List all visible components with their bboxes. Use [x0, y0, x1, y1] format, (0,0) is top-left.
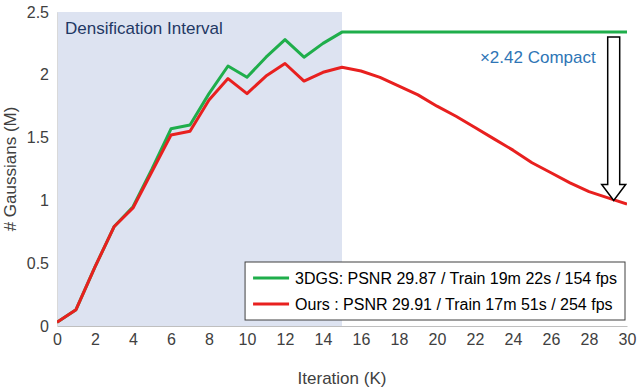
y-tick-label: 2.5: [27, 4, 49, 21]
series-line: [57, 32, 627, 322]
x-tick: 10: [239, 326, 257, 348]
x-tick: 8: [205, 326, 214, 348]
x-tick-label: 2: [91, 331, 100, 348]
y-tick: 0.5: [27, 255, 57, 272]
x-tick-label: 12: [277, 331, 295, 348]
x-tick: 26: [543, 326, 561, 348]
x-tick: 20: [429, 326, 447, 348]
x-tick: 16: [353, 326, 371, 348]
x-axis-title: Iteration (K): [298, 369, 387, 388]
y-tick-label: 0.5: [27, 255, 49, 272]
y-tick-label: 2: [40, 66, 49, 83]
x-tick-label: 6: [167, 331, 176, 348]
legend-label: Ours : PSNR 29.91 / Train 17m 51s / 254 …: [295, 296, 612, 313]
chart: Densification Interval024681012141618202…: [0, 0, 640, 392]
annotation: Densification Interval: [65, 19, 223, 38]
x-tick-label: 20: [429, 331, 447, 348]
x-tick-label: 14: [315, 331, 333, 348]
x-tick-label: 30: [619, 331, 637, 348]
x-axis: 024681012141618202224262830: [53, 326, 636, 348]
x-tick-label: 10: [239, 331, 257, 348]
annotation: ×2.42 Compact: [480, 48, 596, 67]
legend-label: 3DGS: PSNR 29.87 / Train 19m 22s / 154 f…: [295, 270, 617, 287]
y-tick: 2: [40, 66, 57, 83]
x-tick: 14: [315, 326, 333, 348]
legend-swatch: [253, 303, 289, 306]
y-tick: 1: [40, 192, 57, 209]
x-tick-label: 22: [467, 331, 485, 348]
x-tick: 6: [167, 326, 176, 348]
y-tick-label: 1: [40, 192, 49, 209]
x-tick: 24: [505, 326, 523, 348]
x-tick: 2: [91, 326, 100, 348]
x-tick: 30: [619, 326, 637, 348]
x-tick-label: 24: [505, 331, 523, 348]
x-tick: 0: [53, 326, 62, 348]
y-tick-label: 1.5: [27, 129, 49, 146]
y-axis-line: [57, 13, 58, 327]
legend: 3DGS: PSNR 29.87 / Train 19m 22s / 154 f…: [245, 262, 625, 320]
series-line: [57, 63, 627, 322]
plot-area: [57, 32, 627, 322]
x-tick-label: 18: [391, 331, 409, 348]
y-tick: 0: [40, 318, 57, 335]
y-axis-title: # Gaussians (M): [1, 107, 20, 232]
x-tick: 28: [581, 326, 599, 348]
y-tick: 1.5: [27, 129, 57, 146]
x-axis-line: [58, 326, 628, 327]
x-tick-label: 0: [53, 331, 62, 348]
x-tick: 22: [467, 326, 485, 348]
y-tick: 2.5: [27, 4, 57, 21]
legend-box: [245, 262, 625, 320]
y-axis: 0 0.5 1 1.5 2 2.5: [27, 4, 58, 335]
x-tick-label: 4: [129, 331, 138, 348]
y-tick-label: 0: [40, 318, 49, 335]
legend-swatch: [253, 277, 289, 280]
x-tick: 4: [129, 326, 138, 348]
x-tick-label: 16: [353, 331, 371, 348]
compact-arrow: [602, 37, 626, 200]
x-tick-label: 26: [543, 331, 561, 348]
x-tick: 12: [277, 326, 295, 348]
x-tick-label: 8: [205, 331, 214, 348]
x-tick-label: 28: [581, 331, 599, 348]
x-tick: 18: [391, 326, 409, 348]
